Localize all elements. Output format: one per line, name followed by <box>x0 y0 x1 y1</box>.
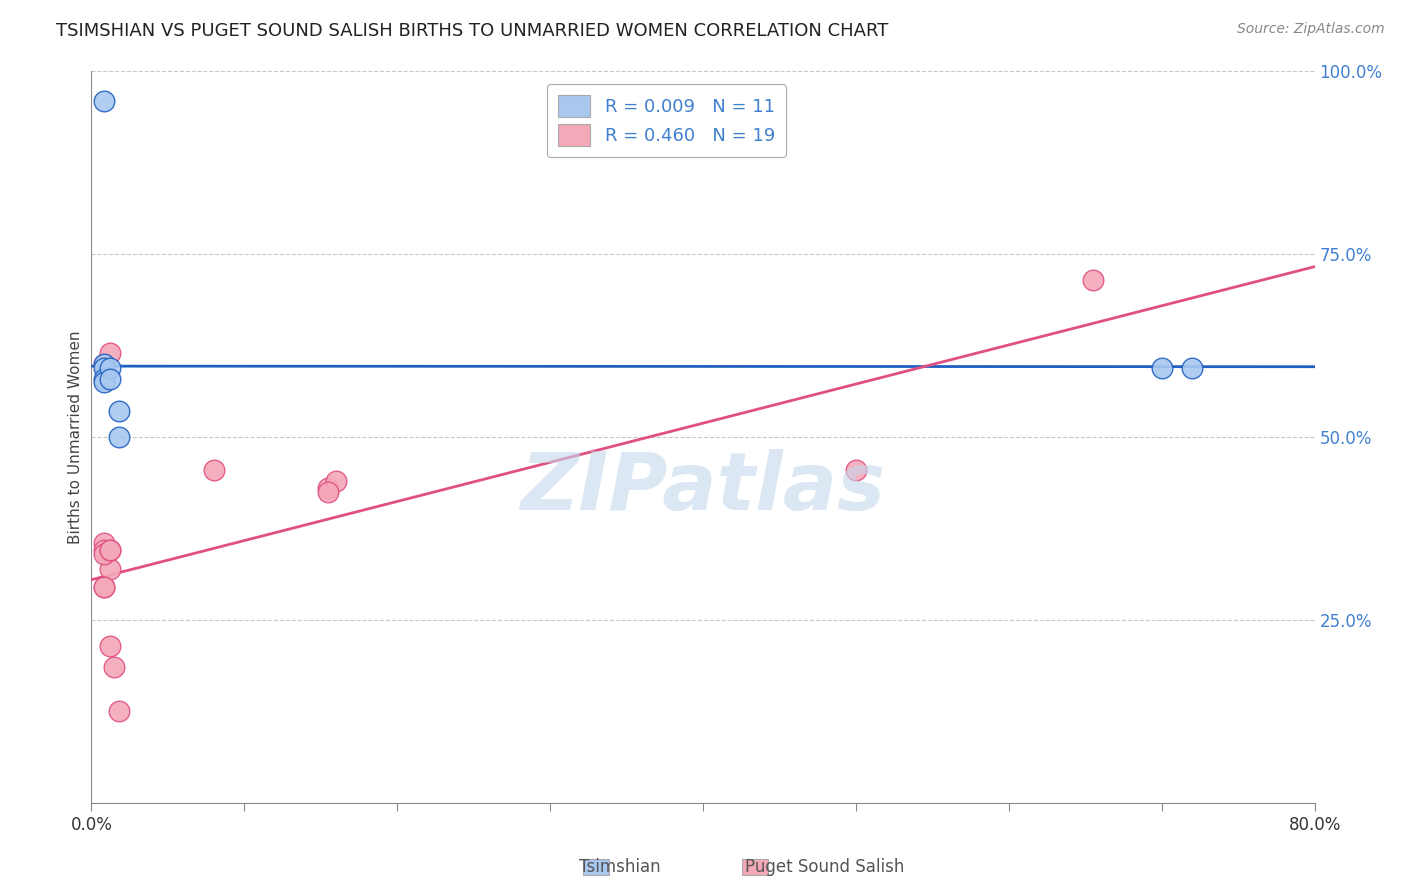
Point <box>202 463 225 477</box>
Point <box>318 485 340 500</box>
Point <box>93 357 115 371</box>
Text: Source: ZipAtlas.com: Source: ZipAtlas.com <box>1237 22 1385 37</box>
Point <box>93 376 115 390</box>
Point <box>98 346 121 360</box>
Point <box>93 536 115 550</box>
Point <box>93 547 115 561</box>
Point <box>93 543 115 558</box>
Bar <box>583 859 609 875</box>
Point <box>98 371 121 385</box>
Point <box>98 543 121 558</box>
Text: Puget Sound Salish: Puget Sound Salish <box>745 858 904 876</box>
Point <box>845 463 868 477</box>
Text: TSIMSHIAN VS PUGET SOUND SALISH BIRTHS TO UNMARRIED WOMEN CORRELATION CHART: TSIMSHIAN VS PUGET SOUND SALISH BIRTHS T… <box>56 22 889 40</box>
Bar <box>742 859 768 875</box>
Point <box>108 404 131 418</box>
Point <box>108 430 131 444</box>
Point <box>93 580 115 594</box>
Point <box>98 360 121 375</box>
Point <box>1181 360 1204 375</box>
Point <box>93 371 115 385</box>
Point <box>1150 360 1173 375</box>
Point <box>93 94 115 108</box>
Point <box>93 357 115 371</box>
Point <box>93 360 115 375</box>
Text: ZIPatlas: ZIPatlas <box>520 450 886 527</box>
Point <box>103 660 125 674</box>
Point <box>98 639 121 653</box>
Point <box>93 580 115 594</box>
Point <box>325 474 347 488</box>
Point <box>318 481 340 495</box>
Point <box>108 705 131 719</box>
Point <box>98 543 121 558</box>
Legend: R = 0.009   N = 11, R = 0.460   N = 19: R = 0.009 N = 11, R = 0.460 N = 19 <box>547 84 786 157</box>
Point <box>1081 273 1104 287</box>
Point <box>98 562 121 576</box>
Text: Tsimshian: Tsimshian <box>579 858 661 876</box>
Y-axis label: Births to Unmarried Women: Births to Unmarried Women <box>67 330 83 544</box>
